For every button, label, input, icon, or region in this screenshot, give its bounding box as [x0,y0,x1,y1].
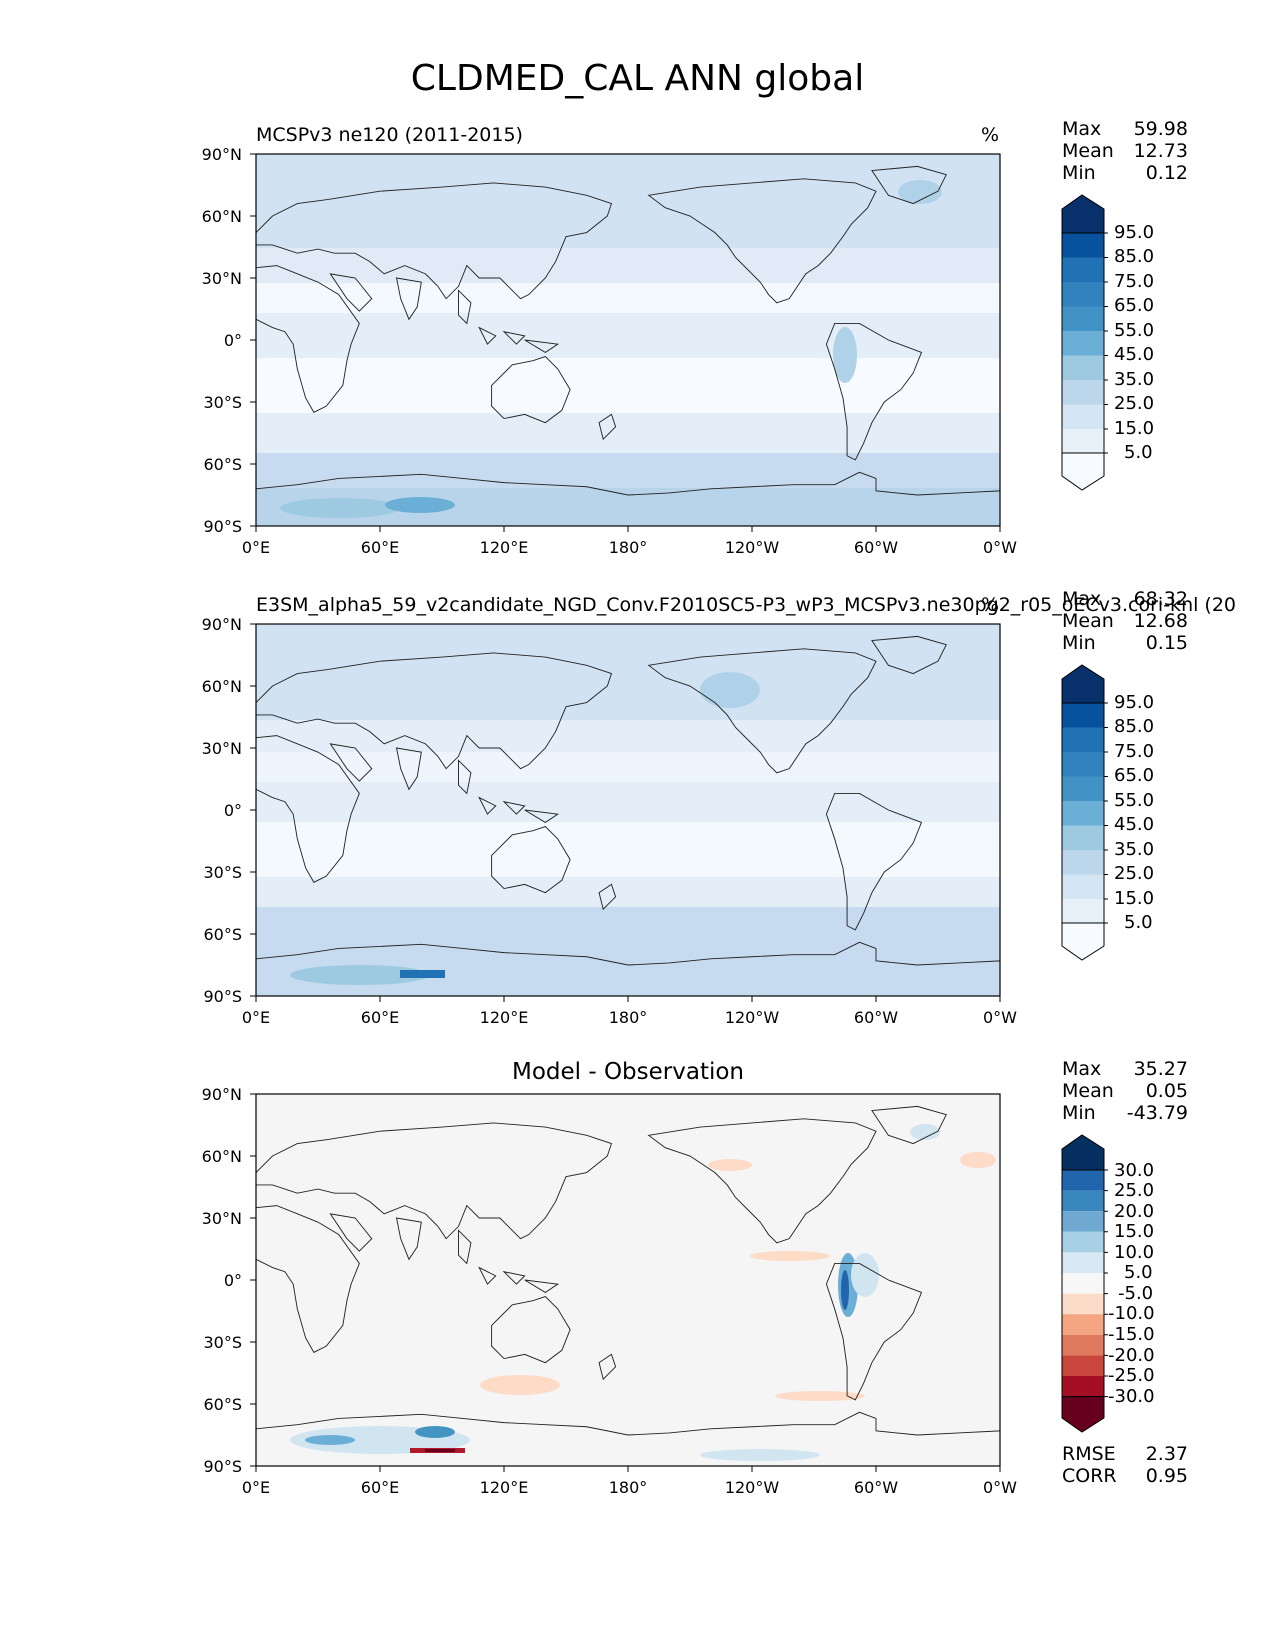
map-panel-test [254,153,1002,527]
colorbar-label: 25.0 [1114,393,1155,414]
colorbar-label: -15.0 [1108,1324,1155,1345]
stat-max: Max 68.32 [1062,588,1188,610]
colorbar-label: 15.0 [1114,418,1155,439]
lon-tick-label: 180° [608,1008,648,1027]
stat-min: Min 0.15 [1062,632,1188,654]
colorbar-label: 15.0 [1114,1221,1155,1242]
lon-tick-label: 60°E [360,538,400,557]
stat-rmse: RMSE 2.37 [1062,1443,1188,1465]
lat-tick-label: 60°N [201,1147,242,1166]
colorbar-label: -5.0 [1118,1283,1154,1304]
colorbar-label: 85.0 [1114,246,1155,267]
colorbar-diff [1061,1134,1105,1433]
lon-tick-label: 120°E [479,538,529,557]
stat-mean: Mean 12.73 [1062,140,1188,162]
colorbar-label: 15.0 [1114,888,1155,909]
colorbar-label: 10.0 [1114,1242,1155,1263]
panel-diff-title: Model - Observation [511,1059,745,1085]
colorbar-label: 30.0 [1114,1160,1155,1181]
lon-tick-label: 60°W [853,1008,899,1027]
lon-tick-label: 180° [608,538,648,557]
lat-tick-label: 90°S [203,517,242,536]
lon-tick-label: 0°E [241,1478,271,1497]
colorbar-label: 95.0 [1114,692,1155,713]
colorbar-label: 65.0 [1114,295,1155,316]
lon-tick-label: 60°W [853,538,899,557]
panel-test-units: % [981,124,1000,146]
lat-tick-label: 90°N [201,145,242,164]
lon-tick-label: 0°W [983,1008,1017,1027]
figure-title: CLDMED_CAL ANN global [410,58,865,99]
stat-min: Min 0.12 [1062,162,1188,184]
colorbar-label: 25.0 [1114,863,1155,884]
lat-tick-label: 60°N [201,677,242,696]
lat-tick-label: 60°S [203,925,242,944]
lat-tick-label: 90°S [203,987,242,1006]
colorbar-label: -20.0 [1108,1345,1155,1366]
lat-tick-label: 90°S [203,1457,242,1476]
lat-tick-label: 30°N [201,739,242,758]
colorbar-label: 5.0 [1124,442,1153,463]
lat-tick-label: 30°N [201,1209,242,1228]
colorbar-label: 85.0 [1114,716,1155,737]
stat-max: Max 35.27 [1062,1058,1188,1080]
lon-tick-label: 120°E [479,1008,529,1027]
colorbar-label: 65.0 [1114,765,1155,786]
lat-tick-label: 30°S [203,863,242,882]
stat-mean: Mean 0.05 [1062,1080,1188,1102]
lon-tick-label: 60°E [360,1008,400,1027]
lat-tick-label: 90°N [201,1085,242,1104]
lon-tick-label: 0°E [241,538,271,557]
lon-tick-label: 120°W [724,538,780,557]
lat-tick-label: 30°S [203,393,242,412]
axis-ticks [250,153,1108,1472]
colorbar-label: 35.0 [1114,839,1155,860]
stat-min: Min -43.79 [1062,1102,1188,1124]
colorbar-label: 20.0 [1114,1201,1155,1222]
colorbar-test [1061,194,1105,491]
lat-tick-label: 30°S [203,1333,242,1352]
lat-tick-label: 30°N [201,269,242,288]
stat-corr: CORR 0.95 [1062,1465,1188,1487]
lon-tick-label: 60°W [853,1478,899,1497]
lon-tick-label: 0°W [983,538,1017,557]
lat-tick-label: 0° [223,801,242,820]
lon-tick-label: 180° [608,1478,648,1497]
lon-tick-label: 120°W [724,1478,780,1497]
colorbar-label: 95.0 [1114,222,1155,243]
colorbar-label: 45.0 [1114,344,1155,365]
map-panel-ref [254,623,1002,997]
lat-tick-label: 0° [223,1271,242,1290]
lon-tick-label: 120°W [724,1008,780,1027]
stat-mean: Mean 12.68 [1062,610,1188,632]
panel-test-title: MCSPv3 ne120 (2011-2015) [256,124,523,146]
colorbar-label: -25.0 [1108,1365,1155,1386]
colorbar-label: -30.0 [1108,1386,1155,1407]
stat-max: Max 59.98 [1062,118,1188,140]
lon-tick-label: 0°E [241,1008,271,1027]
lat-tick-label: 60°S [203,1395,242,1414]
lat-tick-label: 60°S [203,455,242,474]
colorbar-label: 25.0 [1114,1180,1155,1201]
lon-tick-label: 120°E [479,1478,529,1497]
lon-tick-label: 60°E [360,1478,400,1497]
colorbar-label: 55.0 [1114,790,1155,811]
colorbar-label: 35.0 [1114,369,1155,390]
lat-tick-label: 0° [223,331,242,350]
colorbar-label: 5.0 [1124,1262,1153,1283]
colorbar-label: 75.0 [1114,271,1155,292]
colorbar-label: 5.0 [1124,912,1153,933]
colorbar-ref [1061,664,1105,961]
panel-ref-units: % [981,594,1000,616]
panel-ref-title: E3SM_alpha5_59_v2candidate_NGD_Conv.F201… [256,594,1237,616]
colorbar-label: 45.0 [1114,814,1155,835]
colorbar-label: 55.0 [1114,320,1155,341]
lat-tick-label: 90°N [201,615,242,634]
lon-tick-label: 0°W [983,1478,1017,1497]
lat-tick-label: 60°N [201,207,242,226]
map-panel-diff [254,1093,1002,1467]
colorbar-label: 75.0 [1114,741,1155,762]
colorbar-label: -10.0 [1108,1303,1155,1324]
